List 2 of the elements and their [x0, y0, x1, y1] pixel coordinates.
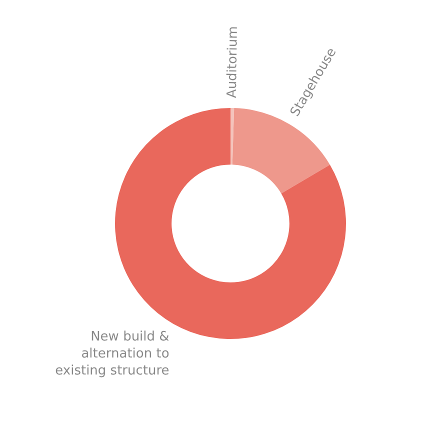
- slice-label: New build & alternation to existing structure: [55, 330, 170, 379]
- slice-label: Auditorium: [224, 26, 241, 98]
